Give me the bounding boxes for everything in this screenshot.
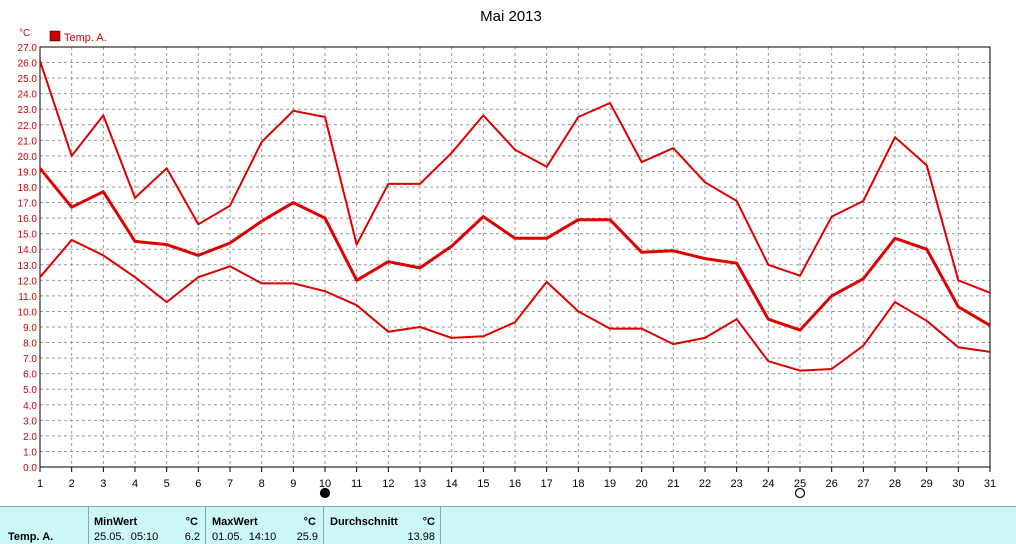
x-tick-label: 8	[259, 478, 265, 490]
chart-title: Mai 2013	[480, 8, 542, 25]
x-tick-label: 20	[636, 478, 648, 490]
y-tick-label: 16.0	[18, 214, 38, 225]
x-tick-label: 1	[37, 478, 43, 490]
y-axis-unit: °C	[19, 28, 30, 39]
x-tick-label: 22	[699, 478, 711, 490]
x-tick-label: 30	[952, 478, 964, 490]
max-datetime: 01.05. 14:10	[212, 531, 277, 543]
x-tick-label: 16	[509, 478, 521, 490]
stats-series-label: Temp. A.	[8, 531, 54, 543]
y-tick-label: 17.0	[18, 199, 38, 210]
y-tick-label: 1.0	[23, 447, 37, 458]
x-tick-label: 7	[227, 478, 233, 490]
x-tick-label: 26	[826, 478, 838, 490]
stats-max-cell: MaxWert °C 01.05. 14:10 25.9	[206, 507, 324, 544]
y-tick-label: 15.0	[18, 230, 38, 241]
x-tick-label: 29	[921, 478, 933, 490]
y-tick-label: 9.0	[23, 323, 37, 334]
y-axis: 0.0 1.0 2.0 3.0 4.0 5.0 6.0 7.0 8.0 9.0 10.0 11.0 12…	[18, 43, 38, 474]
x-tick-label: 3	[100, 478, 106, 490]
x-tick-label: 12	[382, 478, 394, 490]
x-tick-label: 31	[984, 478, 996, 490]
max-header: MaxWert	[212, 516, 258, 528]
x-tick-label: 23	[731, 478, 743, 490]
y-tick-label: 7.0	[23, 354, 37, 365]
max-value: 25.9	[296, 531, 318, 543]
y-tick-label: 6.0	[23, 370, 37, 381]
stats-avg-cell: Durchschnitt °C 13.98	[324, 507, 441, 544]
x-tick-label: 24	[762, 478, 774, 490]
series-line-max	[39, 60, 991, 294]
x-tick-label: 13	[414, 478, 426, 490]
y-tick-label: 23.0	[18, 105, 38, 116]
x-tick-label: 6	[195, 478, 201, 490]
series-line-mean	[38, 167, 991, 332]
y-tick-label: 20.0	[18, 152, 38, 163]
y-tick-label: 3.0	[23, 416, 37, 427]
x-tick-label: 25	[794, 478, 806, 490]
x-tick-label: 11	[351, 478, 362, 490]
temperature-chart: Mai 2013 °C Temp. A. 0.0 1.0 2.0 3.0 4.0 5.0 6…	[18, 8, 996, 499]
legend-swatch	[49, 30, 61, 42]
moon-markers	[319, 487, 806, 499]
y-tick-label: 2.0	[23, 432, 37, 443]
y-tick-label: 27.0	[18, 43, 38, 54]
x-tick-label: 17	[541, 478, 553, 490]
x-tick-label: 10	[319, 478, 331, 490]
y-tick-label: 26.0	[18, 59, 38, 70]
x-tick-label: 21	[667, 478, 679, 490]
series-group	[38, 60, 991, 372]
y-tick-label: 13.0	[18, 261, 38, 272]
x-tick-label: 14	[446, 478, 458, 490]
min-value: 6.2	[184, 531, 200, 543]
y-tick-label: 24.0	[18, 90, 38, 101]
avg-header: Durchschnitt	[330, 516, 398, 528]
y-tick-label: 8.0	[23, 339, 37, 350]
x-tick-label: 9	[290, 478, 296, 490]
x-tick-label: 27	[857, 478, 869, 490]
min-unit: °C	[185, 516, 198, 528]
min-datetime: 25.05. 05:10	[94, 531, 159, 543]
x-tick-label: 18	[572, 478, 584, 490]
stats-min-cell: MinWert °C 25.05. 05:10 6.2	[89, 507, 206, 544]
stats-bar: Temp. A. MinWert °C 25.05. 05:10 6.2 Max…	[0, 506, 1016, 544]
y-tick-label: 18.0	[18, 183, 38, 194]
avg-unit: °C	[422, 516, 435, 528]
y-tick-label: 25.0	[18, 74, 38, 85]
x-tick-label: 2	[69, 478, 75, 490]
y-tick-label: 4.0	[23, 401, 37, 412]
max-unit: °C	[303, 516, 316, 528]
y-tick-label: 11.0	[18, 292, 37, 303]
y-tick-label: 22.0	[18, 121, 38, 132]
series-line-min	[39, 238, 991, 372]
y-tick-label: 21.0	[18, 136, 38, 147]
legend-label: Temp. A.	[64, 32, 107, 44]
x-tick-label: 5	[164, 478, 170, 490]
min-header: MinWert	[94, 516, 138, 528]
stats-series-cell: Temp. A.	[0, 507, 89, 544]
x-tick-label: 4	[132, 478, 138, 490]
x-tick-label: 19	[604, 478, 616, 490]
x-tick-label: 15	[477, 478, 489, 490]
y-tick-label: 5.0	[23, 385, 37, 396]
y-tick-label: 19.0	[18, 167, 38, 178]
y-tick-label: 12.0	[18, 276, 38, 287]
y-tick-label: 0.0	[23, 463, 37, 474]
x-axis: 1 2 3 4 5 6 7 8 9 10 11 12 13 14 15 16 17 18 19 20 21 22 23 24 2…	[37, 467, 996, 490]
y-tick-label: 14.0	[18, 245, 38, 256]
grid	[40, 47, 990, 467]
avg-value: 13.98	[407, 531, 435, 543]
x-tick-label: 28	[889, 478, 901, 490]
y-tick-label: 10.0	[18, 307, 38, 318]
moon-full-marker	[319, 487, 331, 499]
moon-new-marker	[794, 487, 806, 499]
